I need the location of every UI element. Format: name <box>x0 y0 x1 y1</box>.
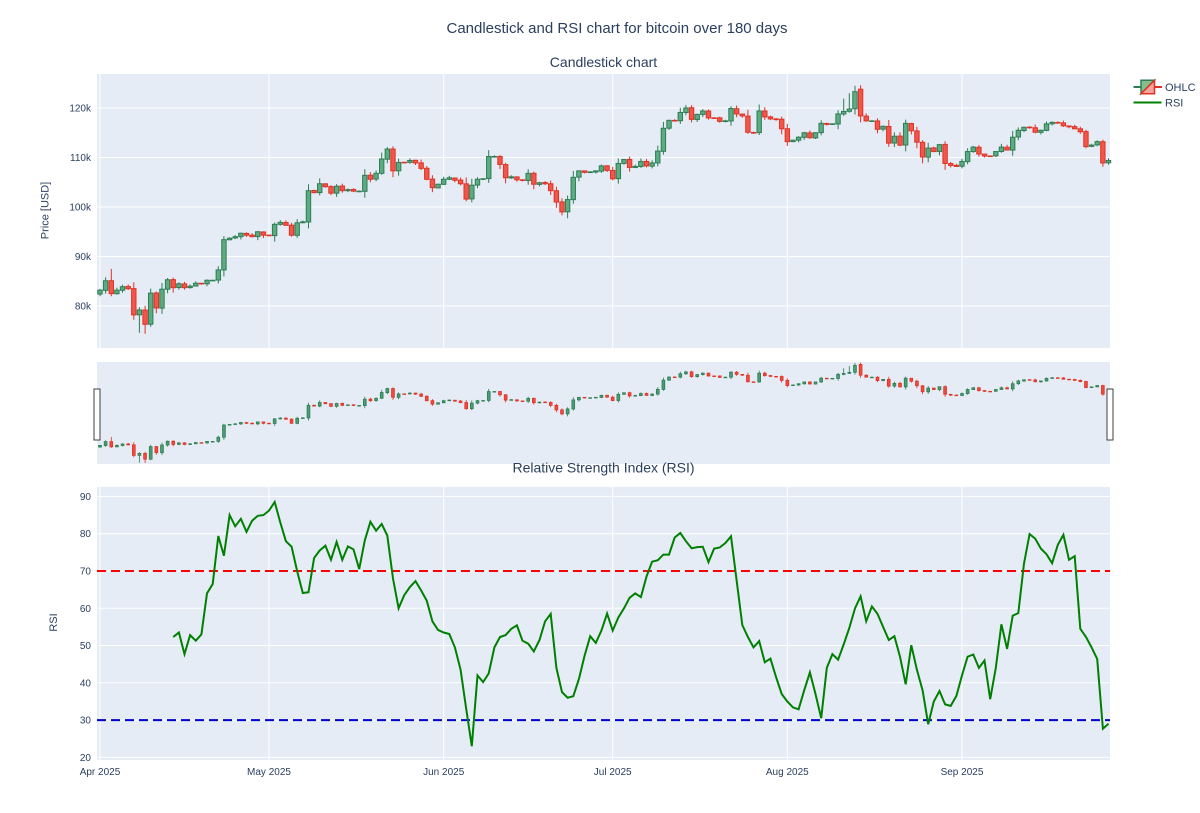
svg-text:90: 90 <box>80 492 92 503</box>
svg-text:70: 70 <box>80 567 92 578</box>
svg-text:110k: 110k <box>70 153 92 164</box>
svg-text:Sep 2025: Sep 2025 <box>941 767 984 778</box>
svg-text:80k: 80k <box>75 302 92 313</box>
svg-text:RSI: RSI <box>48 613 60 631</box>
svg-text:Price [USD]: Price [USD] <box>40 182 52 239</box>
svg-text:20: 20 <box>80 753 92 764</box>
svg-text:RSI: RSI <box>1165 97 1183 109</box>
svg-text:Jun 2025: Jun 2025 <box>423 767 465 778</box>
svg-text:Relative Strength Index (RSI): Relative Strength Index (RSI) <box>512 460 694 476</box>
svg-text:30: 30 <box>80 716 92 727</box>
svg-text:Jul 2025: Jul 2025 <box>594 767 632 778</box>
svg-text:OHLC: OHLC <box>1165 82 1196 94</box>
svg-text:60: 60 <box>80 604 92 615</box>
svg-text:100k: 100k <box>69 203 92 214</box>
svg-text:Candlestick chart: Candlestick chart <box>550 54 657 70</box>
svg-text:90k: 90k <box>75 252 92 263</box>
svg-text:120k: 120k <box>69 104 92 115</box>
svg-text:Apr 2025: Apr 2025 <box>80 767 121 778</box>
svg-text:Candlestick and RSI chart for: Candlestick and RSI chart for bitcoin ov… <box>446 20 787 37</box>
svg-text:Aug 2025: Aug 2025 <box>766 767 809 778</box>
svg-text:50: 50 <box>80 641 92 652</box>
svg-text:40: 40 <box>80 678 92 689</box>
svg-text:80: 80 <box>80 529 92 540</box>
svg-text:May 2025: May 2025 <box>247 767 291 778</box>
